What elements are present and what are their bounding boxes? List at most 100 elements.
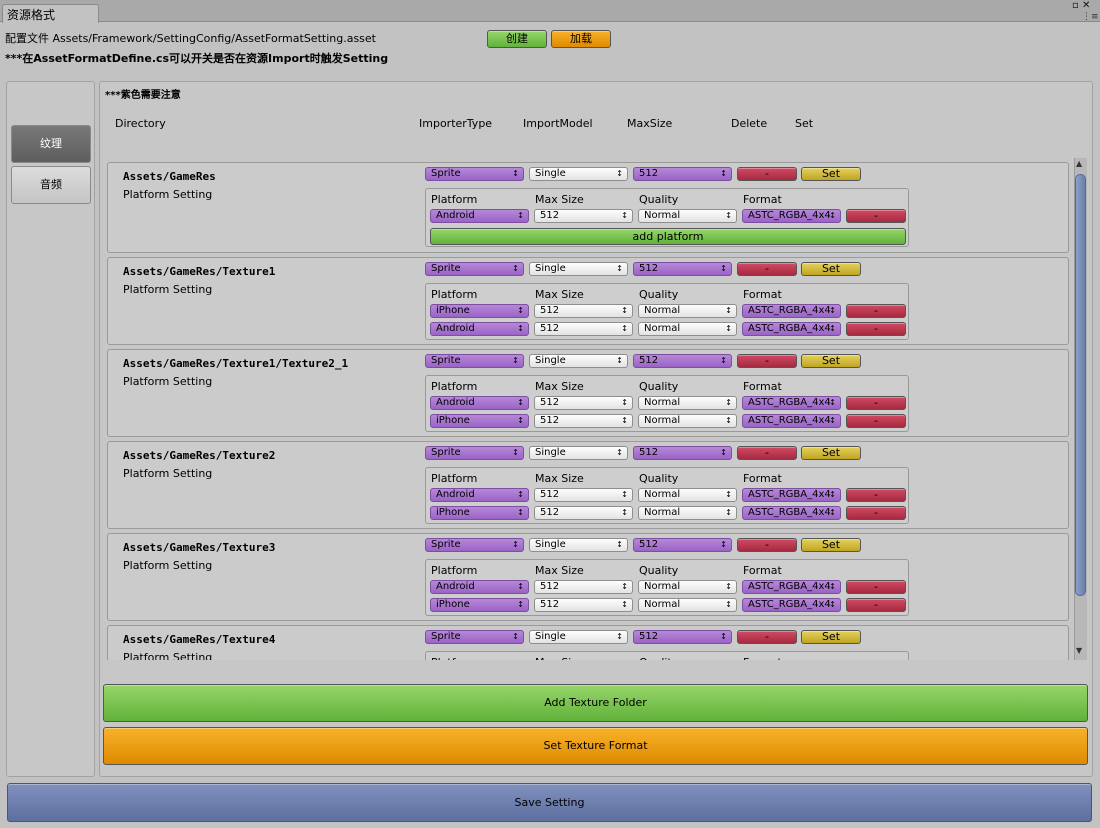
set-folder-button[interactable]: Set	[801, 630, 861, 644]
format-dropdown[interactable]: ASTC_RGBA_4x4	[742, 598, 841, 612]
add-texture-folder-button[interactable]: Add Texture Folder	[103, 684, 1088, 722]
platform-max-size-dropdown[interactable]: 512	[534, 506, 633, 520]
platform-dropdown[interactable]: Android	[430, 488, 529, 502]
folder-card: Assets/GameRes/Texture1/Texture2_1 Platf…	[107, 349, 1069, 437]
set-texture-format-button[interactable]: Set Texture Format	[103, 727, 1088, 765]
import-model-dropdown[interactable]: Single	[529, 630, 628, 644]
platform-max-size-dropdown[interactable]: 512	[534, 322, 633, 336]
sidebar-item-audio[interactable]: 音频	[11, 166, 91, 204]
format-dropdown[interactable]: ASTC_RGBA_4x4	[742, 396, 841, 410]
platform-dropdown[interactable]: Android	[430, 580, 529, 594]
save-setting-button[interactable]: Save Setting	[7, 783, 1092, 822]
delete-platform-button[interactable]: -	[846, 506, 906, 520]
set-folder-button[interactable]: Set	[801, 354, 861, 368]
max-size-dropdown[interactable]: 512	[633, 630, 732, 644]
format-dropdown[interactable]: ASTC_RGBA_4x4	[742, 322, 841, 336]
add-platform-button[interactable]: add platform	[430, 228, 906, 245]
format-dropdown[interactable]: ASTC_RGBA_4x4	[742, 304, 841, 318]
delete-platform-button[interactable]: -	[846, 414, 906, 428]
quality-dropdown[interactable]: Normal	[638, 580, 737, 594]
window-tab[interactable]: 资源格式	[2, 4, 99, 23]
max-size-dropdown[interactable]: 512	[633, 538, 732, 552]
format-dropdown[interactable]: ASTC_RGBA_4x4	[742, 488, 841, 502]
quality-dropdown[interactable]: Normal	[638, 322, 737, 336]
folder-path: Assets/GameRes/Texture2	[123, 449, 276, 462]
quality-dropdown[interactable]: Normal	[638, 209, 737, 223]
set-folder-button[interactable]: Set	[801, 538, 861, 552]
platform-header-quality: Quality	[639, 288, 679, 301]
format-dropdown[interactable]: ASTC_RGBA_4x4	[742, 506, 841, 520]
importer-type-dropdown[interactable]: Sprite	[425, 446, 524, 460]
format-dropdown[interactable]: ASTC_RGBA_4x4	[742, 414, 841, 428]
load-button[interactable]: 加载	[551, 30, 611, 48]
import-model-dropdown[interactable]: Single	[529, 446, 628, 460]
delete-platform-button[interactable]: -	[846, 322, 906, 336]
scroll-up-arrow-icon[interactable]: ▲	[1076, 159, 1083, 168]
sidebar-item-texture[interactable]: 纹理	[11, 125, 91, 163]
platform-max-size-dropdown[interactable]: 512	[534, 209, 633, 223]
quality-dropdown[interactable]: Normal	[638, 396, 737, 410]
set-folder-button[interactable]: Set	[801, 167, 861, 181]
format-dropdown[interactable]: ASTC_RGBA_4x4	[742, 580, 841, 594]
column-header-directory: Directory	[115, 117, 166, 130]
import-model-dropdown[interactable]: Single	[529, 167, 628, 181]
delete-platform-button[interactable]: -	[846, 580, 906, 594]
folder-path: Assets/GameRes/Texture4	[123, 633, 276, 646]
format-dropdown[interactable]: ASTC_RGBA_4x4	[742, 209, 841, 223]
set-folder-button[interactable]: Set	[801, 262, 861, 276]
platform-max-size-dropdown[interactable]: 512	[534, 488, 633, 502]
delete-platform-button[interactable]: -	[846, 209, 906, 223]
scroll-down-arrow-icon[interactable]: ▼	[1076, 646, 1083, 655]
importer-type-dropdown[interactable]: Sprite	[425, 167, 524, 181]
quality-dropdown[interactable]: Normal	[638, 414, 737, 428]
window-menu-icon[interactable]: ⋮≡	[1082, 12, 1099, 22]
quality-dropdown[interactable]: Normal	[638, 506, 737, 520]
delete-platform-button[interactable]: -	[846, 304, 906, 318]
platform-max-size-dropdown[interactable]: 512	[534, 304, 633, 318]
platform-dropdown[interactable]: iPhone	[430, 304, 529, 318]
platform-dropdown[interactable]: iPhone	[430, 414, 529, 428]
import-model-dropdown[interactable]: Single	[529, 538, 628, 552]
platform-dropdown[interactable]: Android	[430, 396, 529, 410]
importer-type-dropdown[interactable]: Sprite	[425, 630, 524, 644]
quality-dropdown[interactable]: Normal	[638, 488, 737, 502]
platform-max-size-dropdown[interactable]: 512	[534, 598, 633, 612]
delete-folder-button[interactable]: -	[737, 446, 797, 460]
folder-card: Assets/GameRes/Texture2 Platform Setting…	[107, 441, 1069, 529]
platform-header-platform: Platform	[431, 380, 478, 393]
delete-folder-button[interactable]: -	[737, 538, 797, 552]
max-size-dropdown[interactable]: 512	[633, 167, 732, 181]
window-controls-icon[interactable]: ▫ ✕	[1072, 0, 1091, 11]
platform-max-size-dropdown[interactable]: 512	[534, 414, 633, 428]
importer-type-dropdown[interactable]: Sprite	[425, 354, 524, 368]
import-model-dropdown[interactable]: Single	[529, 262, 628, 276]
delete-folder-button[interactable]: -	[737, 262, 797, 276]
delete-folder-button[interactable]: -	[737, 167, 797, 181]
delete-platform-button[interactable]: -	[846, 488, 906, 502]
platform-max-size-dropdown[interactable]: 512	[534, 396, 633, 410]
create-button[interactable]: 创建	[487, 30, 547, 48]
platform-dropdown[interactable]: Android	[430, 322, 529, 336]
folder-scroll-view: Assets/GameRes Platform Setting Sprite S…	[102, 158, 1072, 660]
platform-max-size-dropdown[interactable]: 512	[534, 580, 633, 594]
platform-header-max-size: Max Size	[535, 380, 584, 393]
delete-folder-button[interactable]: -	[737, 354, 797, 368]
platform-dropdown[interactable]: Android	[430, 209, 529, 223]
max-size-dropdown[interactable]: 512	[633, 354, 732, 368]
delete-folder-button[interactable]: -	[737, 630, 797, 644]
set-folder-button[interactable]: Set	[801, 446, 861, 460]
quality-dropdown[interactable]: Normal	[638, 304, 737, 318]
platform-setting-label: Platform Setting	[123, 559, 213, 572]
importer-type-dropdown[interactable]: Sprite	[425, 262, 524, 276]
quality-dropdown[interactable]: Normal	[638, 598, 737, 612]
delete-platform-button[interactable]: -	[846, 396, 906, 410]
max-size-dropdown[interactable]: 512	[633, 262, 732, 276]
platform-dropdown[interactable]: iPhone	[430, 598, 529, 612]
import-model-dropdown[interactable]: Single	[529, 354, 628, 368]
scrollbar-thumb[interactable]	[1075, 174, 1086, 596]
importer-type-dropdown[interactable]: Sprite	[425, 538, 524, 552]
delete-platform-button[interactable]: -	[846, 598, 906, 612]
platform-dropdown[interactable]: iPhone	[430, 506, 529, 520]
platform-setting-label: Platform Setting	[123, 188, 213, 201]
max-size-dropdown[interactable]: 512	[633, 446, 732, 460]
